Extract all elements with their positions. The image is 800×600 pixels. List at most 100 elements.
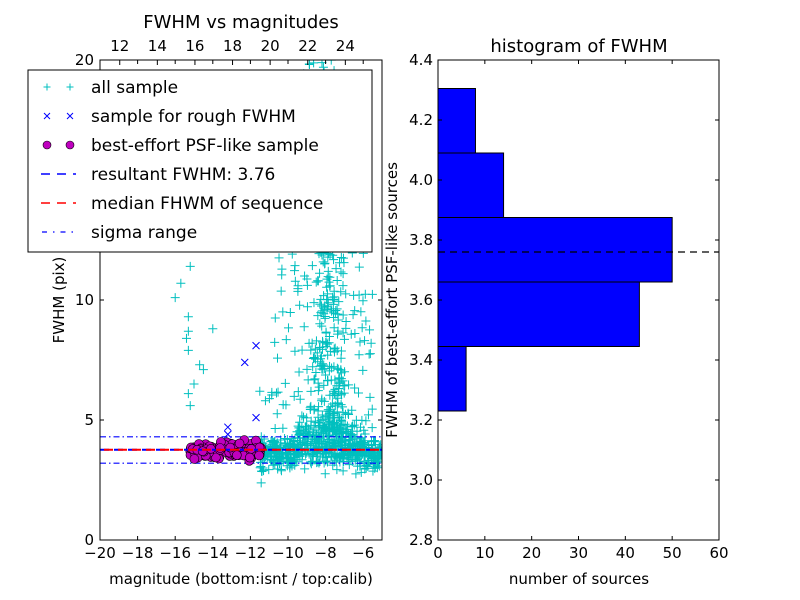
scatter-ytick-label: 10 xyxy=(75,291,94,309)
legend-label: all sample xyxy=(91,78,178,98)
legend-plus-icon xyxy=(66,83,74,91)
all-sample-point xyxy=(338,281,348,291)
all-sample-point xyxy=(322,289,332,299)
all-sample-point xyxy=(337,438,347,448)
all-sample-point xyxy=(342,453,352,463)
legend-entry: all sample xyxy=(43,78,178,98)
all-sample-point xyxy=(292,439,302,449)
histogram-ytick-label: 4.4 xyxy=(409,51,433,69)
all-sample-point xyxy=(269,437,279,447)
histogram-bar xyxy=(437,346,467,412)
all-sample-point xyxy=(267,387,277,397)
scatter-xtick-label: −10 xyxy=(272,544,304,562)
all-sample-point xyxy=(313,311,323,321)
all-sample-point xyxy=(311,336,321,346)
psf-sample-point xyxy=(197,446,208,456)
all-sample-point xyxy=(336,400,346,410)
all-sample-point xyxy=(290,261,300,271)
all-sample-point xyxy=(309,298,319,308)
all-sample-point xyxy=(358,296,368,306)
all-sample-point xyxy=(185,261,195,271)
all-sample-point xyxy=(278,307,288,317)
all-sample-point xyxy=(315,299,325,309)
all-sample-point xyxy=(354,388,364,398)
all-sample-point xyxy=(297,345,307,355)
all-sample-point xyxy=(319,291,329,301)
all-sample-point xyxy=(325,281,335,291)
histogram-xtick-label: 30 xyxy=(569,544,588,562)
all-sample-point xyxy=(363,452,373,462)
all-sample-point xyxy=(354,350,364,360)
all-sample-point xyxy=(361,463,371,473)
all-sample-point xyxy=(270,424,280,434)
all-sample-point xyxy=(183,312,193,322)
all-sample-point xyxy=(338,328,348,338)
all-sample-point xyxy=(290,276,300,286)
all-sample-point xyxy=(339,334,349,344)
histogram-title: histogram of FWHM xyxy=(490,36,667,57)
histogram-xlabel: number of sources xyxy=(509,570,649,588)
scatter-top-xtick-label: 14 xyxy=(148,37,167,55)
all-sample-point xyxy=(367,423,377,433)
all-sample-point xyxy=(314,382,324,392)
all-sample-point xyxy=(335,423,345,433)
all-sample-point xyxy=(302,439,312,449)
psf-sample-point xyxy=(234,438,245,449)
psf-sample-point xyxy=(189,454,200,464)
all-sample-point xyxy=(287,457,297,467)
all-sample-point xyxy=(289,391,299,401)
all-sample-point xyxy=(327,363,337,373)
histogram-ylabel: FWHM of best-effort PSF-like sources xyxy=(383,162,401,438)
all-sample-point xyxy=(313,434,323,444)
legend-box xyxy=(27,69,373,253)
all-sample-point xyxy=(355,422,365,432)
all-sample-point xyxy=(170,293,180,303)
all-sample-point xyxy=(360,429,370,439)
all-sample-point xyxy=(350,328,360,338)
all-sample-point xyxy=(373,444,382,454)
all-sample-point xyxy=(280,378,290,388)
all-sample-point xyxy=(338,407,348,417)
all-sample-point xyxy=(300,464,310,474)
all-sample-point xyxy=(338,466,348,476)
all-sample-point xyxy=(330,343,340,353)
all-sample-point xyxy=(322,375,332,385)
all-sample-point xyxy=(313,357,323,367)
scatter-ticks: −20 −18 −16 −14 −12 −10 −8 −6 12 14 16 18 20 22 24 0 5 10… xyxy=(75,37,382,562)
all-sample-point xyxy=(371,454,381,464)
psf-sample-point xyxy=(215,443,225,453)
all-sample-point xyxy=(347,430,357,440)
all-sample-point xyxy=(360,336,370,346)
all-sample-point xyxy=(306,386,316,396)
all-sample-point xyxy=(295,300,305,310)
all-sample-point xyxy=(264,465,274,475)
all-sample-point xyxy=(295,394,305,404)
all-sample-point xyxy=(306,345,316,355)
all-sample-point xyxy=(281,400,291,410)
all-sample-point xyxy=(324,417,334,427)
all-sample-point xyxy=(255,463,265,473)
all-sample-point xyxy=(367,404,377,414)
all-sample-point xyxy=(297,411,307,421)
all-sample-point xyxy=(298,437,308,447)
histogram-xtick-label: 0 xyxy=(433,544,443,562)
all-sample-point xyxy=(318,336,328,346)
all-sample-point xyxy=(312,446,322,456)
histogram-bar xyxy=(437,217,673,283)
all-sample-point xyxy=(299,322,309,332)
all-sample-point xyxy=(312,348,322,358)
all-sample-point xyxy=(331,264,341,274)
all-sample-point xyxy=(336,346,346,356)
all-sample-point xyxy=(325,390,335,400)
all-sample-point xyxy=(369,436,379,446)
all-sample-point xyxy=(317,306,327,316)
all-sample-point xyxy=(341,289,351,299)
all-sample-point xyxy=(183,345,193,355)
all-sample-point xyxy=(332,465,342,475)
all-sample-point xyxy=(293,284,303,294)
all-sample-point xyxy=(336,252,346,262)
all-sample-point xyxy=(256,478,266,488)
histogram-bar xyxy=(437,88,476,154)
all-sample-point xyxy=(270,455,280,465)
all-sample-point xyxy=(264,394,274,404)
